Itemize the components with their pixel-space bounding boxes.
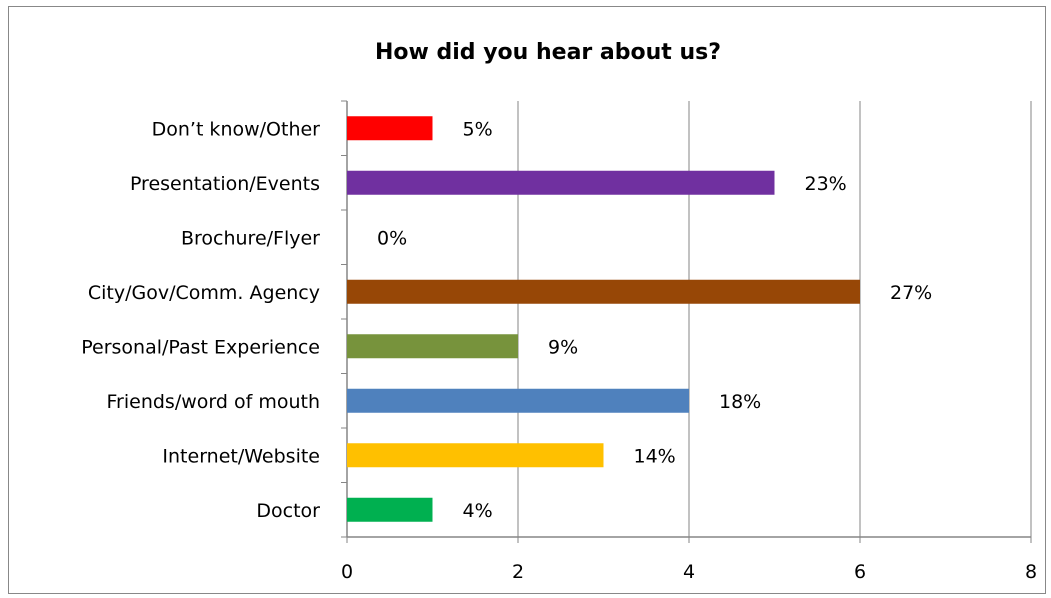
x-tick-label: 8 <box>1025 561 1037 583</box>
data-label: 4% <box>463 500 493 522</box>
category-label: Personal/Past Experience <box>81 336 320 358</box>
x-tick-label: 6 <box>854 561 866 583</box>
data-label: 14% <box>634 445 676 467</box>
data-label: 18% <box>719 391 761 413</box>
bar <box>347 443 604 468</box>
bar <box>347 497 433 522</box>
category-label: Doctor <box>256 500 320 522</box>
category-label: Internet/Website <box>162 445 320 467</box>
x-tick-label: 4 <box>683 561 695 583</box>
axes <box>341 100 1032 543</box>
data-label: 0% <box>377 227 407 249</box>
data-label: 5% <box>463 118 493 140</box>
bar <box>347 388 689 413</box>
data-label: 9% <box>548 336 578 358</box>
chart-title: How did you hear about us? <box>375 40 721 65</box>
bar <box>347 334 518 359</box>
bar <box>347 279 860 304</box>
category-label: Presentation/Events <box>130 173 320 195</box>
category-label: Brochure/Flyer <box>181 227 320 249</box>
data-label: 27% <box>890 282 932 304</box>
bar <box>347 170 775 195</box>
gridlines <box>517 101 1032 537</box>
bar <box>347 116 433 141</box>
bars <box>347 116 860 522</box>
category-label: City/Gov/Comm. Agency <box>88 282 320 304</box>
category-label: Friends/word of mouth <box>107 391 321 413</box>
x-tick-label: 2 <box>512 561 524 583</box>
labels: 0 2 4 6 8 Don’t know/Other 5% Presentation/Even… <box>81 118 1037 583</box>
category-label: Don’t know/Other <box>152 118 321 140</box>
data-label: 23% <box>805 173 847 195</box>
x-tick-label: 0 <box>341 561 353 583</box>
